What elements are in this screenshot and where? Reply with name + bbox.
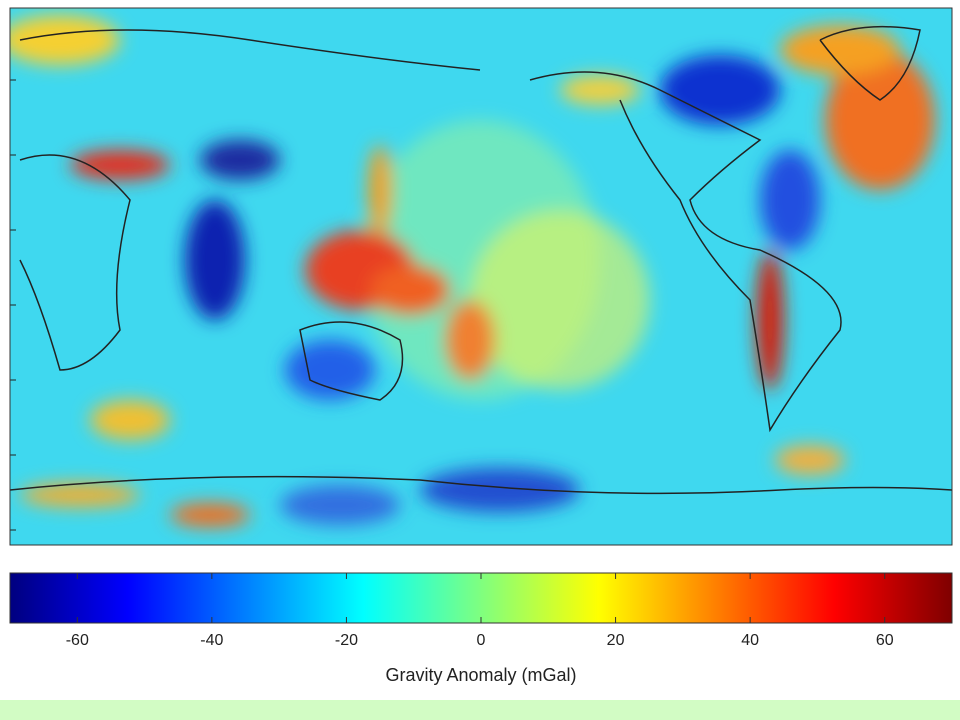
- tick-label: -40: [200, 632, 223, 649]
- tick-label: 0: [477, 632, 486, 649]
- footer-band: [0, 700, 960, 720]
- tick-label: -60: [66, 632, 89, 649]
- tick-label: -20: [335, 632, 358, 649]
- colorbar-ticks: -60 -40 -20 0 20 40 60: [66, 573, 894, 649]
- tick-label: 60: [876, 632, 894, 649]
- tick-label: 20: [607, 632, 625, 649]
- gravity-map: [10, 8, 952, 545]
- colorbar-label: Gravity Anomaly (mGal): [385, 665, 576, 685]
- map-frame: [9, 7, 953, 546]
- colorbar: [9, 572, 953, 624]
- tick-label: 40: [741, 632, 759, 649]
